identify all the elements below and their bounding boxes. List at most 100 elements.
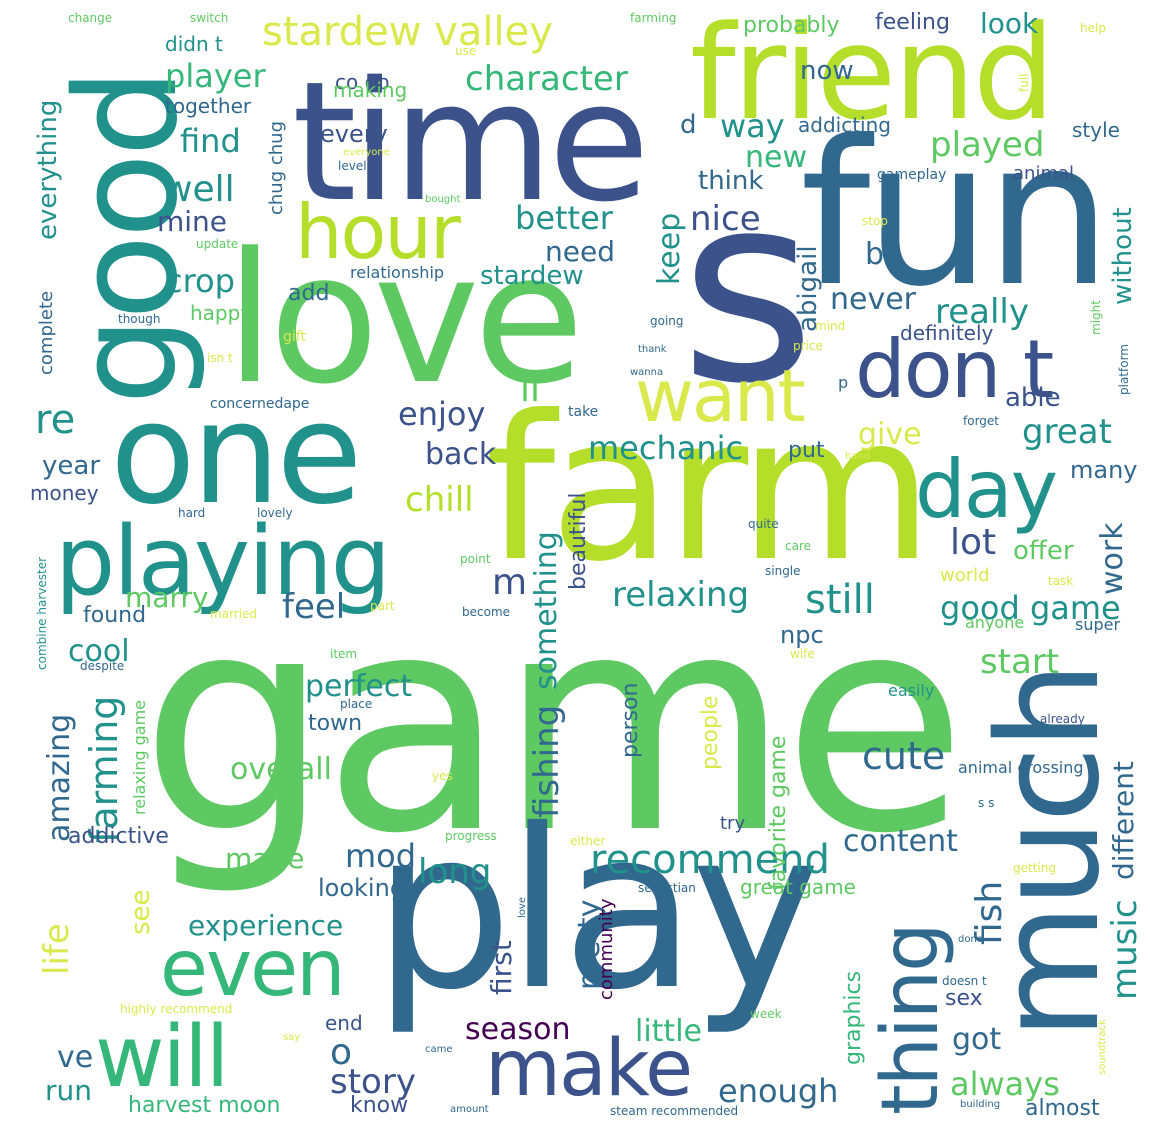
word-addictive: addictive [68, 824, 169, 849]
word-year: year [42, 451, 101, 481]
word-good: good [46, 71, 209, 405]
word-doesnt: doesn t [942, 974, 987, 988]
word-love-small: love [517, 897, 528, 918]
word-playing: playing [55, 507, 391, 617]
word-despite: despite [80, 659, 125, 673]
word-point: point [460, 552, 491, 566]
word-making: making [333, 78, 408, 102]
word-perfect: perfect [305, 669, 413, 704]
word-mechanic: mechanic [588, 429, 744, 467]
word-able: able [1005, 383, 1061, 413]
word-concernedape: concernedape [210, 396, 310, 412]
word-price: price [793, 339, 823, 353]
word-going: going [650, 314, 684, 328]
word-work: work [1095, 522, 1130, 595]
word-story: story [330, 1062, 416, 1102]
word-always: always [950, 1065, 1060, 1103]
word-add: add [288, 281, 330, 306]
word-gameplay: gameplay [877, 167, 947, 183]
word-s-s: s s [978, 796, 995, 810]
word-end: end [325, 1011, 363, 1035]
word-quite: quite [748, 517, 779, 531]
word-lot: lot [950, 522, 997, 563]
word-experience: experience [188, 909, 344, 942]
word-thank: thank [638, 344, 667, 355]
word-relaxing-game: relaxing game [130, 699, 149, 815]
word-made: made [225, 842, 305, 875]
word-s: s [680, 139, 816, 441]
word-animal: animal [1013, 163, 1075, 184]
word-looking: looking [318, 874, 406, 902]
word-life: life [37, 923, 77, 975]
word-never: never [830, 282, 917, 317]
word-might: might [1089, 300, 1103, 335]
word-hand: hand [845, 451, 871, 462]
word-people: people [698, 695, 723, 770]
word-many: many [1070, 456, 1138, 484]
word-offer: offer [1013, 536, 1074, 566]
word-steam-recommended: steam recommended [610, 1104, 739, 1118]
word-stardew-valley: stardew valley [262, 9, 553, 55]
word-person: person [618, 682, 643, 758]
word-enough: enough [718, 1072, 839, 1110]
word-keep: keep [652, 212, 687, 285]
word-chill: chill [405, 480, 474, 520]
word-married: married [210, 607, 258, 621]
word-style: style [1072, 118, 1120, 142]
word-game: game [140, 550, 967, 899]
word-sebastian: sebastian [638, 881, 696, 895]
word-community: community [596, 898, 617, 1000]
word-isnt: isn t [207, 351, 233, 365]
word-recommend: recommend [590, 837, 830, 883]
word-farming-1: farming [82, 695, 126, 843]
word-mod: mod [345, 837, 417, 875]
word-relaxing: relaxing [612, 575, 750, 615]
word-p: p [838, 373, 849, 392]
word-mine: mine [157, 205, 228, 238]
word-easily: easily [888, 681, 935, 700]
word-part: part [370, 599, 395, 613]
word-town: town [308, 711, 363, 736]
word-long: long [418, 852, 492, 892]
word-bought: bought [425, 194, 461, 205]
word-way: way [720, 107, 785, 145]
word-cute: cute [862, 734, 946, 778]
word-run: run [45, 1074, 93, 1107]
word-forget: forget [963, 414, 999, 428]
word-m: m [492, 562, 528, 603]
word-cool: cool [68, 634, 130, 669]
word-will: will [95, 1008, 229, 1107]
word-think: think [698, 166, 764, 196]
word-super: super [1075, 615, 1121, 634]
word-anyone: anyone [965, 613, 1025, 632]
word-though: though [118, 312, 161, 326]
word-new: new [745, 140, 808, 175]
word-money: money [30, 481, 99, 505]
word-amazing: amazing [42, 713, 77, 842]
word-fishing: fishing [527, 704, 567, 818]
word-without: without [1108, 207, 1138, 305]
word-definitely: definitely [900, 321, 994, 345]
word-complete: complete [36, 290, 57, 375]
word-need: need [545, 235, 615, 268]
word-almost: almost [1025, 1096, 1100, 1121]
word-farm: farm [485, 373, 934, 606]
word-stardew: stardew [480, 261, 584, 291]
word-stop: stop [862, 214, 888, 228]
word-single: single [765, 564, 801, 578]
word-one: one [110, 373, 363, 536]
word-time: time [292, 46, 650, 238]
word-came: came [425, 1044, 453, 1055]
word-give: give [858, 417, 922, 452]
word-soundtrack: soundtrack [1097, 1019, 1108, 1075]
word-overall: overall [230, 752, 332, 787]
word-enjoy: enjoy [398, 395, 486, 433]
word-something: something [529, 531, 564, 690]
word-level: level [338, 159, 367, 173]
word-feel: feel [282, 587, 346, 627]
word-start: start [980, 642, 1060, 682]
word-want: want [635, 354, 806, 438]
word-favorite-game: favorite game [766, 735, 791, 890]
word-hard: hard [178, 506, 206, 520]
